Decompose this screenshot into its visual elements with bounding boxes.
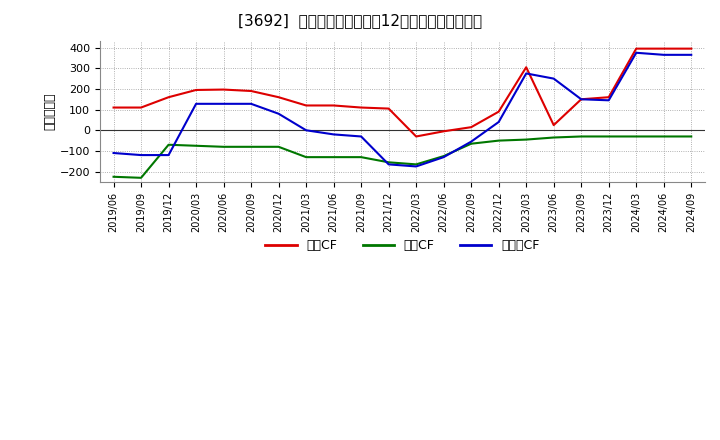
Y-axis label: （百万円）: （百万円） (44, 93, 57, 130)
Legend: 営業CF, 投資CF, フリーCF: 営業CF, 投資CF, フリーCF (261, 234, 544, 257)
Text: [3692]  キャッシュフローの12か月移動合計の推移: [3692] キャッシュフローの12か月移動合計の推移 (238, 13, 482, 28)
